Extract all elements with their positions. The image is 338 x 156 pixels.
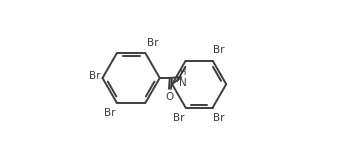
Text: H: H xyxy=(179,68,186,77)
Text: O: O xyxy=(165,92,174,102)
Text: Br: Br xyxy=(214,45,225,55)
Text: Br: Br xyxy=(147,38,159,48)
Text: Br: Br xyxy=(104,108,115,118)
Text: Br: Br xyxy=(214,113,225,123)
Text: Br: Br xyxy=(173,113,185,123)
Text: Br: Br xyxy=(90,71,101,81)
Text: N: N xyxy=(178,78,186,88)
